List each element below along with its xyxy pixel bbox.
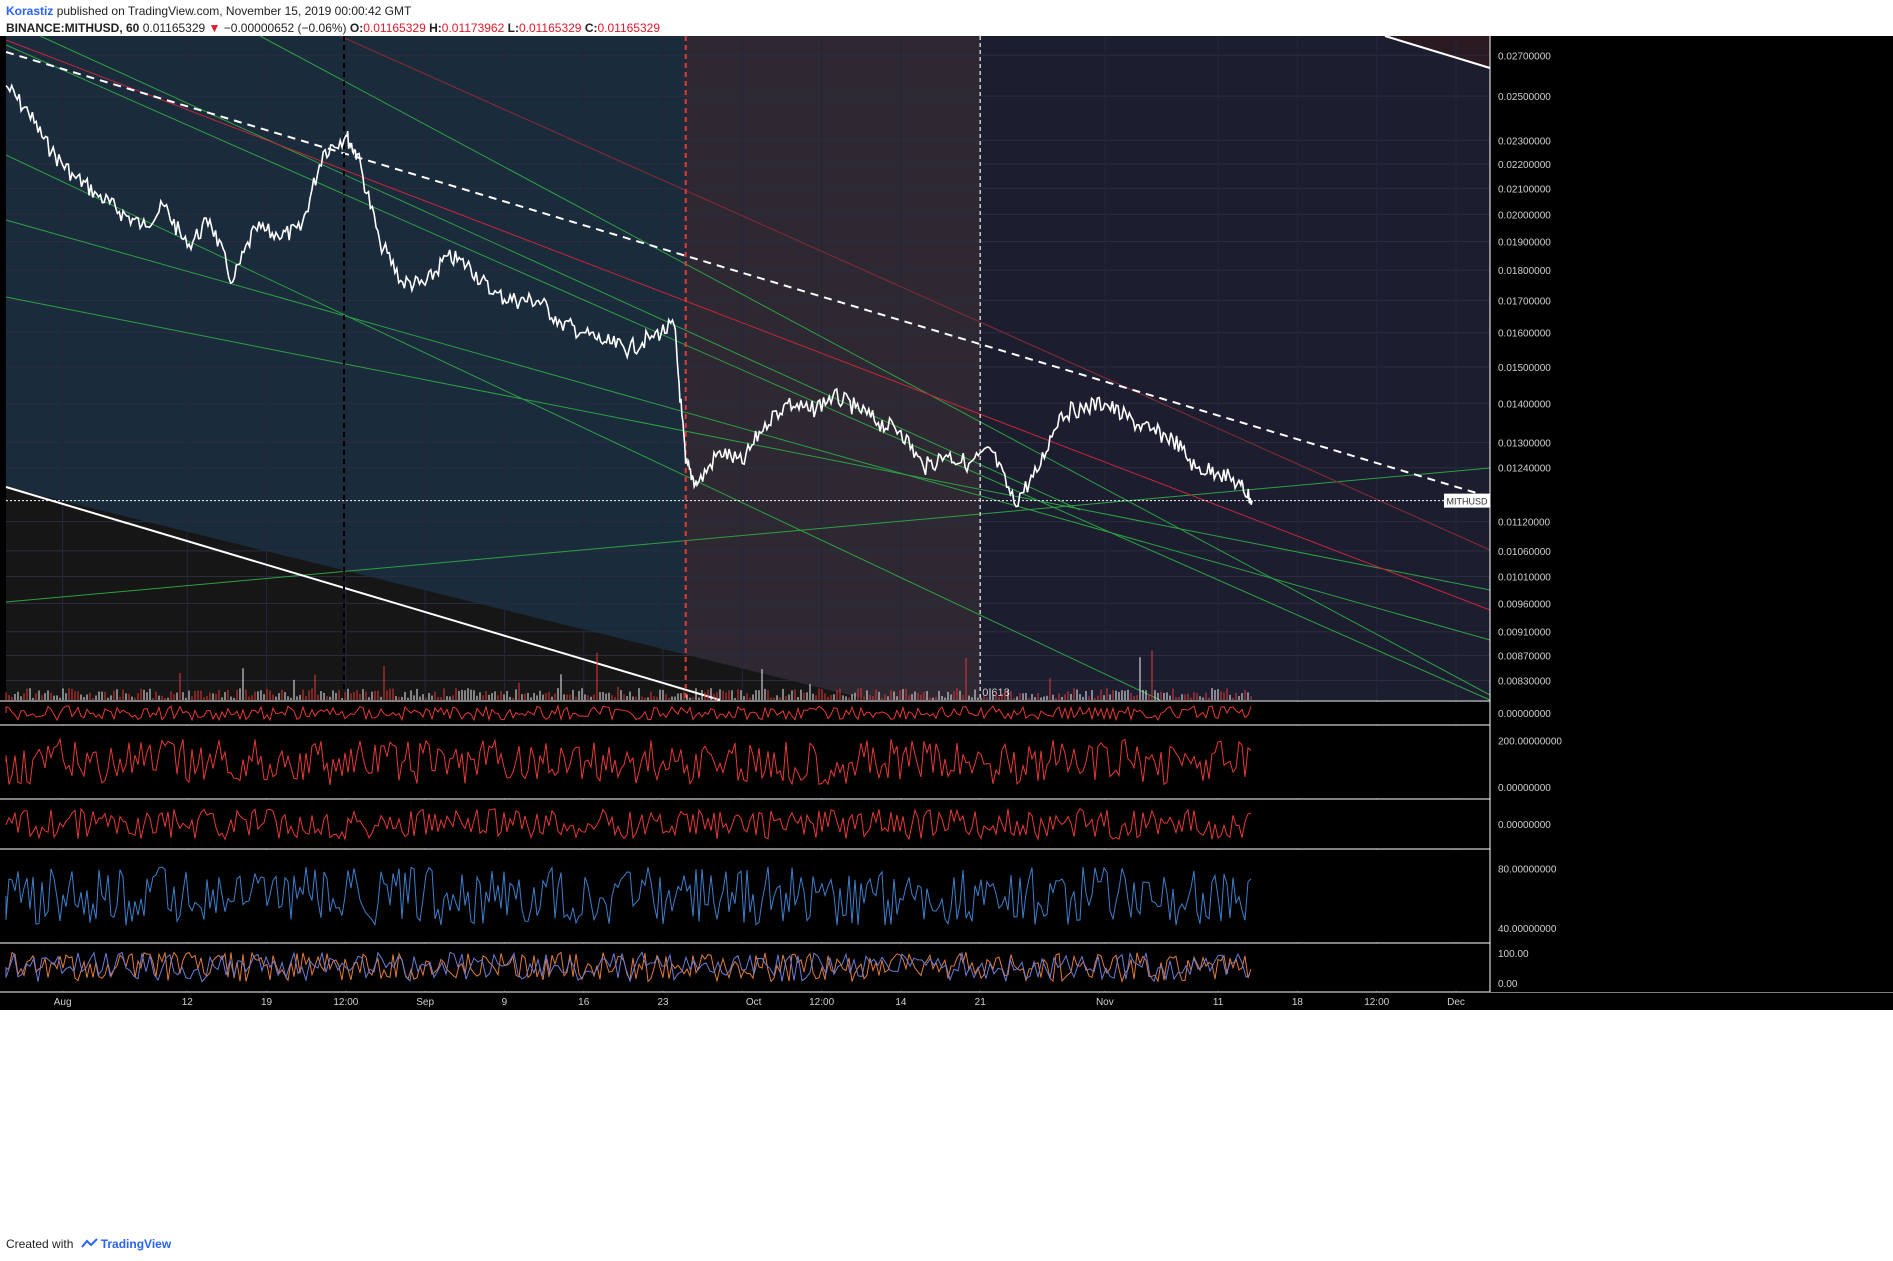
price-tick-label: 0.01120000 — [1498, 518, 1551, 529]
tradingview-brand-link[interactable]: TradingView — [100, 1237, 172, 1251]
dashed-trendline[interactable] — [5, 51, 1491, 498]
top-line[interactable] — [1384, 35, 1491, 69]
indicator-panel-bg — [6, 726, 1490, 798]
price-tick-label: 0.02200000 — [1498, 160, 1551, 171]
time-tick-label: 16 — [578, 997, 590, 1008]
down-arrow-icon: ▼ — [208, 21, 221, 35]
indicator-line — [5, 704, 1252, 722]
price-tick-label: 0.01500000 — [1498, 363, 1551, 374]
price-tick-label: 0.01800000 — [1498, 266, 1551, 277]
time-tick-label: Oct — [746, 997, 762, 1008]
price-tick-label: 0.00960000 — [1498, 599, 1551, 610]
high-value: 0.01173962 — [441, 21, 505, 35]
publish-info: Korastiz published on TradingView.com, N… — [6, 4, 411, 18]
symbol-label[interactable]: BINANCE:MITHUSD, 60 — [6, 21, 140, 35]
time-tick-label: 12:00 — [809, 997, 834, 1008]
price-tick-label: 0.01240000 — [1498, 464, 1551, 475]
indicator-panel-bg — [6, 850, 1490, 942]
price-line[interactable] — [5, 83, 1253, 508]
lower-shaded-zone — [6, 487, 870, 700]
indicator-line-d — [5, 951, 1251, 983]
time-tick-label: 18 — [1292, 997, 1304, 1008]
last-price-symbol-box — [1444, 493, 1490, 508]
price-tick-label: 0.02000000 — [1498, 210, 1551, 221]
low-label: L: — [507, 21, 519, 35]
trendline[interactable] — [259, 35, 1491, 696]
indicator-tick-label: 0.00000000 — [1498, 820, 1551, 831]
last-price: 0.01165329 — [142, 21, 206, 35]
time-tick-label: 23 — [657, 997, 669, 1008]
price-tick-label: 0.01010000 — [1498, 572, 1551, 583]
price-tick-label: 0.00910000 — [1498, 628, 1551, 639]
close-label: C: — [584, 21, 598, 35]
author-link[interactable]: Korastiz — [6, 4, 54, 18]
time-tick-label: 19 — [261, 997, 273, 1008]
low-value: 0.01165329 — [518, 21, 582, 35]
open-value: 0.01165329 — [363, 21, 426, 35]
volume-bars — [5, 650, 1252, 700]
indicator-line — [5, 866, 1252, 927]
price-tick-label: 0.02700000 — [1498, 51, 1551, 62]
trendline[interactable] — [5, 154, 1161, 701]
time-tick-label: 12:00 — [1364, 997, 1389, 1008]
price-tick-label: 0.01700000 — [1498, 296, 1551, 307]
indicator-tick-label: 40.00000000 — [1498, 924, 1557, 935]
support-line[interactable] — [5, 486, 721, 701]
time-tick-label: 11 — [1213, 997, 1224, 1008]
price-tick-label: 0.00870000 — [1498, 652, 1551, 663]
price-tick-label: 0.01300000 — [1498, 439, 1551, 450]
indicator-line — [5, 807, 1252, 842]
price-axis-bg — [1490, 36, 1893, 992]
last-price-symbol: MITHUSD — [1447, 497, 1488, 507]
time-tick-label: Aug — [54, 997, 72, 1008]
created-with-text: Created with — [6, 1237, 74, 1251]
time-tick-label: Dec — [1447, 997, 1465, 1008]
footer: Created with TradingView — [6, 1237, 171, 1251]
axes — [1489, 36, 1893, 992]
close-value: 0.01165329 — [597, 21, 660, 35]
price-change: −0.00000652 (−0.06%) — [223, 21, 347, 35]
indicator-panel-bg — [6, 800, 1490, 848]
trendline[interactable] — [339, 35, 1491, 551]
high-label: H: — [429, 21, 442, 35]
indicator-tick-label: 0.00 — [1498, 979, 1518, 990]
price-tick-label: 0.02300000 — [1498, 136, 1551, 147]
time-tick-label: 9 — [502, 997, 508, 1008]
tick-labels: 0.02700000 0.02500000 0.02300000 0.02200000… — [54, 51, 1563, 1008]
price-tick-label: 0.02100000 — [1498, 184, 1551, 195]
price-tick-label: 0.00830000 — [1498, 676, 1551, 687]
time-tick-label: 12 — [182, 997, 194, 1008]
indicator-tick-label: 0.00000000 — [1498, 783, 1551, 794]
zone-sep-oct-bg — [685, 36, 981, 700]
trendline[interactable] — [5, 44, 1491, 701]
indicator-line — [5, 951, 1252, 984]
indicator-tick-label: 200.00000000 — [1498, 736, 1562, 747]
indicator-tick-label: 100.00 — [1498, 949, 1529, 960]
indicator-tick-label: 0.00000000 — [1498, 709, 1551, 720]
price-tick-label: 0.01060000 — [1498, 547, 1551, 558]
indicator-panel-bg — [6, 702, 1490, 724]
indicator-tick-label: 80.00000000 — [1498, 864, 1557, 875]
price-tick-label: 0.01900000 — [1498, 238, 1551, 249]
open-label: O: — [349, 21, 364, 35]
time-tick-label: Nov — [1096, 997, 1114, 1008]
time-tick-label: Sep — [416, 997, 434, 1008]
publish-text: published on TradingView.com, November 1… — [56, 4, 412, 18]
price-tick-label: 0.02500000 — [1498, 92, 1551, 103]
price-tick-label: 0.01600000 — [1498, 329, 1551, 340]
trendline[interactable] — [5, 39, 1491, 611]
ohlc-legend: BINANCE:MITHUSD, 60 0.01165329 ▼ −0.0000… — [6, 21, 660, 35]
time-tick-label: 14 — [895, 997, 907, 1008]
time-tick-label: 12:00 — [333, 997, 358, 1008]
time-tick-label: 21 — [975, 997, 987, 1008]
tradingview-logo-icon — [80, 1238, 98, 1248]
indicator-line — [5, 737, 1252, 786]
price-tick-label: 0.01400000 — [1498, 399, 1551, 410]
indicator-panels — [0, 700, 1893, 993]
trendline[interactable] — [5, 219, 1491, 641]
